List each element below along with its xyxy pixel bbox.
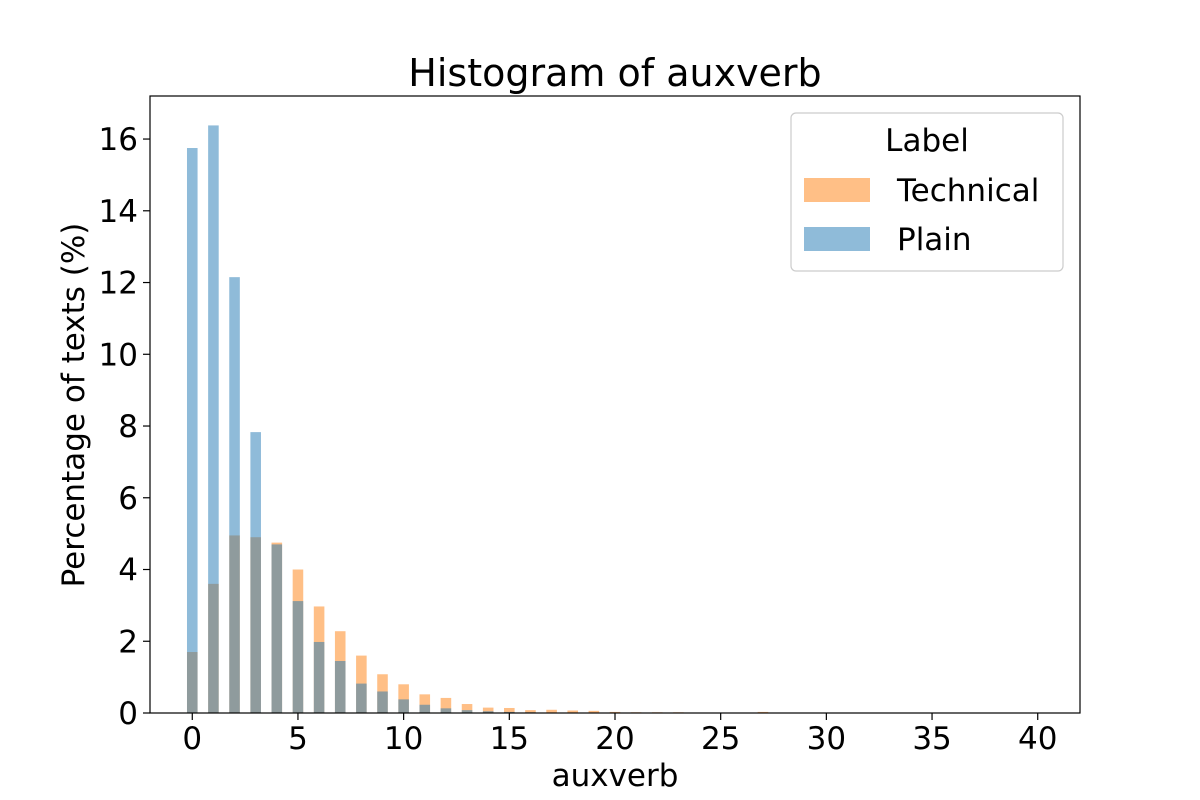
- bar-technical-15: [504, 707, 515, 713]
- bar-plain-10: [398, 699, 409, 713]
- bar-plain-11: [419, 704, 431, 713]
- x-axis-label: auxverb: [552, 758, 679, 794]
- bar-plain-1: [208, 125, 219, 714]
- y-tick-label: 6: [118, 481, 138, 517]
- y-axis-ticks: 0 2 4 6 8 10 12 14 16: [99, 122, 150, 732]
- bar-plain-2: [229, 277, 240, 713]
- bar-plain-8: [356, 683, 367, 713]
- bar-technical-16: [525, 710, 536, 713]
- x-tick-label: 10: [384, 721, 423, 757]
- x-tick-label: 25: [701, 721, 740, 757]
- bar-technical-11: [419, 694, 431, 713]
- y-tick-label: 12: [99, 266, 138, 302]
- bar-plain-6: [313, 641, 325, 713]
- bar-plain-13: [461, 710, 473, 713]
- bar-technical-17: [546, 709, 557, 713]
- y-tick-label: 0: [118, 696, 138, 732]
- bar-plain-0: [186, 148, 198, 713]
- legend-swatch-technical: [804, 178, 870, 202]
- x-tick-label: 15: [490, 721, 529, 757]
- legend-label-plain: Plain: [897, 222, 972, 258]
- bar-plain-14: [482, 711, 494, 713]
- x-axis-ticks: 0 5 10 15 20 25 30 35 40: [182, 713, 1057, 757]
- legend-swatch-plain: [804, 227, 870, 251]
- y-tick-label: 16: [99, 122, 138, 158]
- legend: Label Technical Plain: [790, 112, 1064, 272]
- bar-technical-10: [398, 684, 409, 713]
- bars-group: [186, 125, 769, 714]
- y-tick-label: 14: [99, 194, 138, 230]
- y-tick-label: 2: [118, 624, 138, 660]
- bar-plain-12: [440, 708, 452, 713]
- legend-title: Label: [885, 123, 969, 159]
- bar-plain-5: [292, 601, 304, 713]
- y-axis-label: Percentage of texts (%): [56, 223, 92, 588]
- bar-technical-14: [482, 707, 494, 713]
- x-tick-label: 5: [288, 721, 308, 757]
- x-tick-label: 40: [1018, 721, 1057, 757]
- x-tick-label: 35: [912, 721, 951, 757]
- bar-plain-3: [250, 432, 261, 713]
- bar-technical-19: [588, 710, 600, 713]
- x-tick-label: 30: [807, 721, 846, 757]
- y-tick-label: 10: [99, 337, 138, 373]
- bar-technical-13: [461, 704, 473, 713]
- bar-plain-4: [271, 544, 283, 713]
- bar-technical-12: [440, 697, 452, 713]
- y-tick-label: 8: [118, 409, 138, 445]
- bar-technical-18: [567, 710, 579, 713]
- y-tick-label: 4: [118, 553, 138, 589]
- x-tick-label: 0: [182, 721, 202, 757]
- x-tick-label: 20: [595, 721, 634, 757]
- chart-title: Histogram of auxverb: [408, 51, 821, 95]
- legend-label-technical: Technical: [896, 173, 1039, 209]
- bar-plain-9: [377, 691, 388, 713]
- bar-plain-7: [334, 660, 346, 713]
